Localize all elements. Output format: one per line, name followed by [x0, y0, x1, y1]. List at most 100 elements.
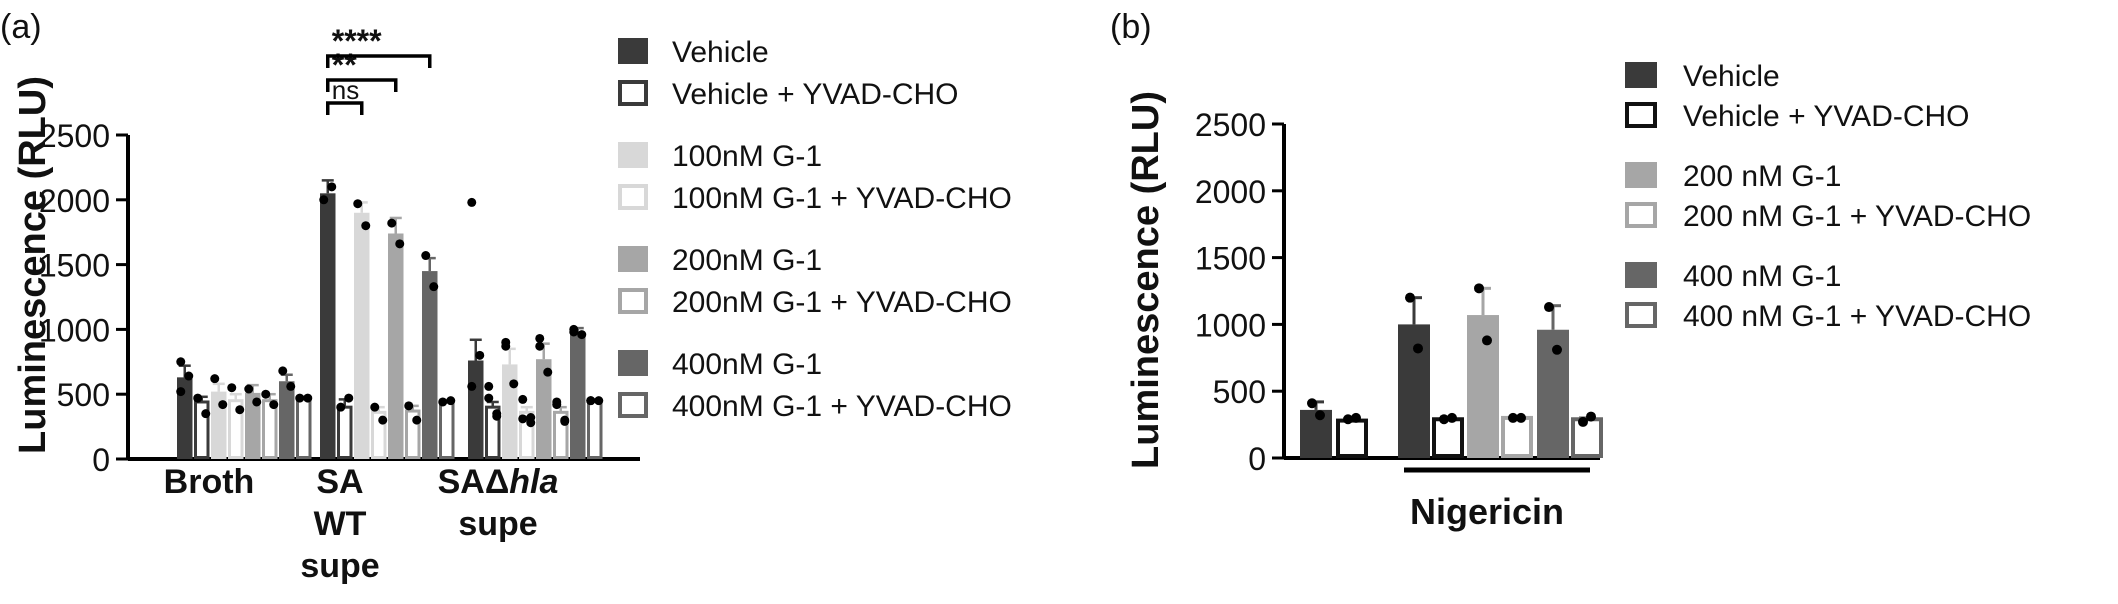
- significance-label: **: [332, 47, 357, 83]
- bar: [296, 396, 312, 460]
- data-point: [1508, 412, 1518, 423]
- data-point: [475, 350, 485, 360]
- panel-a: (a) Luminescence (RLU) 0 500 1000 1500 2000 2…: [0, 8, 1012, 585]
- data-point: [429, 282, 439, 292]
- data-point: [269, 400, 279, 410]
- data-point: [193, 393, 203, 403]
- legend-label: Vehicle: [1683, 60, 1780, 93]
- data-point: [1544, 302, 1554, 313]
- x-tick-label-line: supe: [300, 547, 379, 585]
- data-point: [560, 415, 570, 425]
- data-point: [210, 374, 220, 384]
- bar: [570, 333, 586, 459]
- data-point: [446, 396, 456, 406]
- x-tick-label: SA WT supe: [300, 463, 379, 585]
- bar: [320, 193, 336, 459]
- legend-label: 400 nM G-1: [1683, 260, 1841, 293]
- data-point: [1586, 411, 1596, 422]
- legend-label: 400nM G-1: [672, 348, 822, 381]
- bar: [245, 392, 261, 459]
- panel-a-x-tick-labels: Broth SA WT supe SAΔhla supe: [164, 463, 559, 585]
- data-point: [176, 357, 186, 367]
- legend-swatch: [1625, 162, 1657, 188]
- data-point: [235, 405, 245, 415]
- y-tick-label: 2500: [39, 118, 110, 154]
- y-tick-label: 0: [92, 442, 110, 478]
- legend-swatch: [618, 142, 648, 168]
- bar: [1336, 418, 1368, 459]
- legend-swatch: [618, 38, 648, 64]
- panel-b-y-axis-label: Luminescence (RLU): [1125, 91, 1167, 469]
- data-point: [543, 367, 553, 377]
- legend-swatch: [618, 246, 648, 272]
- data-point: [286, 381, 296, 391]
- x-tick-label-line: SAΔhla: [438, 463, 559, 501]
- data-point: [327, 182, 337, 192]
- significance-label: ****: [332, 23, 382, 59]
- legend-swatch: [1625, 102, 1657, 128]
- panel-a-legend: Vehicle Vehicle + YVAD-CHO 100nM G-1 100nM …: [618, 36, 1012, 423]
- panel-a-significance: ns******: [326, 23, 432, 115]
- data-point: [484, 381, 494, 391]
- data-point: [509, 379, 519, 389]
- data-point: [387, 218, 397, 228]
- panel-b-legend: Vehicle Vehicle + YVAD-CHO 200 nM G-1 200 n…: [1625, 60, 2031, 333]
- y-tick-label: 1000: [1195, 307, 1266, 343]
- x-tick-label-line: WT: [314, 505, 367, 543]
- bar: [354, 212, 370, 459]
- data-point: [1405, 292, 1415, 303]
- bar: [1398, 324, 1430, 458]
- bar: [262, 399, 278, 459]
- panel-b-bars: [1300, 286, 1603, 459]
- y-tick-label: 1000: [39, 312, 110, 348]
- legend-swatch: [1625, 302, 1657, 328]
- legend-swatch: [618, 184, 648, 210]
- data-point: [526, 413, 536, 423]
- data-point: [1516, 412, 1526, 423]
- data-point: [1552, 344, 1562, 355]
- legend-swatch: [1625, 62, 1657, 88]
- significance-bracket: [326, 78, 398, 92]
- legend-swatch: [618, 288, 648, 314]
- panel-b-group-label: Nigericin: [1410, 491, 1564, 532]
- data-point: [176, 387, 186, 397]
- data-point: [303, 393, 313, 403]
- bar: [337, 405, 353, 460]
- y-tick-label: 2000: [39, 183, 110, 219]
- legend-label: 200nM G-1 + YVAD-CHO: [672, 286, 1012, 319]
- data-point: [344, 393, 354, 403]
- legend-label: Vehicle + YVAD-CHO: [1683, 100, 1970, 133]
- legend-label: 400 nM G-1 + YVAD-CHO: [1683, 300, 2031, 333]
- data-point: [278, 366, 288, 376]
- data-point: [467, 197, 477, 207]
- significance-bracket: [326, 54, 432, 68]
- data-point: [501, 341, 511, 351]
- legend-swatch: [618, 392, 648, 418]
- panel-b-label: (b): [1110, 8, 1152, 46]
- data-point: [295, 393, 305, 403]
- data-point: [1351, 412, 1361, 423]
- data-point: [467, 381, 477, 391]
- x-tick-label: Broth: [164, 463, 255, 501]
- bar: [422, 271, 438, 459]
- panel-a-y-axis-label: Luminescence (RLU): [12, 76, 54, 454]
- panel-b: (b) Luminescence (RLU) 0 500 1000 1500 2000 2…: [1110, 8, 2031, 532]
- panel-a-axes: 0 500 1000 1500 2000 2500: [39, 118, 640, 478]
- panel-a-bars: [177, 179, 603, 460]
- bar: [536, 359, 552, 459]
- data-point: [1315, 410, 1325, 421]
- data-point: [1439, 414, 1449, 425]
- data-point: [404, 401, 414, 411]
- significance-bracket: [326, 101, 364, 115]
- bar: [1432, 417, 1464, 459]
- panel-a-points: [176, 182, 604, 428]
- x-tick-label-line: supe: [458, 505, 537, 543]
- data-point: [244, 384, 254, 394]
- data-point: [378, 415, 388, 425]
- bar: [468, 360, 484, 459]
- y-tick-label: 1500: [39, 248, 110, 284]
- data-point: [492, 411, 502, 421]
- data-point: [518, 414, 528, 424]
- x-tick-label-part: hla: [509, 463, 558, 501]
- legend-swatch: [618, 80, 648, 106]
